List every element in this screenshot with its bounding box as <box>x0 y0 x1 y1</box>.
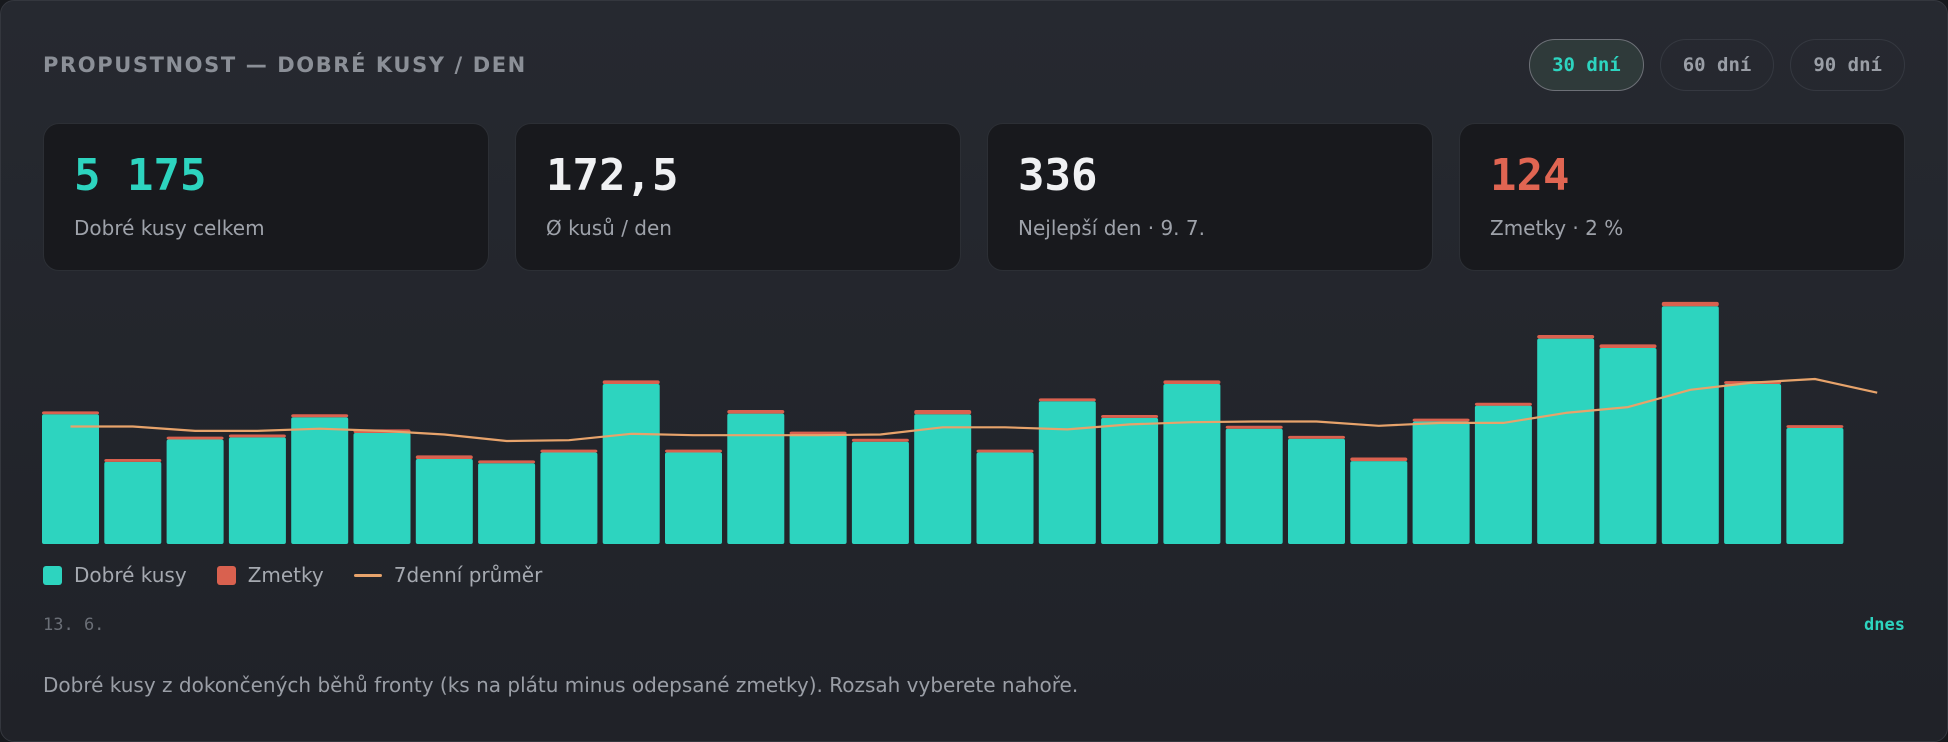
range-60-button[interactable]: 60 dní <box>1659 39 1775 91</box>
stat-total-good-label: Dobré kusy celkem <box>74 216 265 240</box>
range-90-button[interactable]: 90 dní <box>1790 39 1905 91</box>
x-axis-end-label: dnes <box>1864 615 1905 635</box>
stat-scrap: 124 Zmetky · 2 % <box>1459 123 1905 271</box>
stat-best-day-value: 336 <box>1018 150 1098 201</box>
stat-scrap-value: 124 <box>1490 150 1570 201</box>
chart-legend: Dobré kusy Zmetky 7denní průměr <box>43 563 572 587</box>
stat-total-good: 5 175 Dobré kusy celkem <box>43 123 489 271</box>
stat-total-good-value: 5 175 <box>74 150 207 201</box>
legend-scrap: Zmetky <box>216 563 324 587</box>
legend-good-label: Dobré kusy <box>74 563 187 587</box>
legend-scrap-label: Zmetky <box>247 563 324 587</box>
stat-best-day-label: Nejlepší den · 9. 7. <box>1018 216 1205 240</box>
stat-average-value: 172,5 <box>546 150 679 201</box>
stat-best-day: 336 Nejlepší den · 9. 7. <box>987 123 1433 271</box>
stat-average-label: Ø kusů / den <box>546 216 672 240</box>
range-30-button[interactable]: 30 dní <box>1529 39 1644 91</box>
card-title: PROPUSTNOST — DOBRÉ KUSY / DEN <box>43 53 527 77</box>
legend-avg: 7denní průměr <box>353 563 543 587</box>
stat-average: 172,5 Ø kusů / den <box>515 123 961 271</box>
legend-scrap-swatch <box>216 565 236 585</box>
range-selector: 30 dní 60 dní 90 dní <box>1529 39 1905 91</box>
stat-scrap-label: Zmetky · 2 % <box>1490 216 1624 240</box>
chart-footnote: Dobré kusy z dokončených běhů fronty (ks… <box>43 673 1079 697</box>
legend-avg-swatch <box>353 573 382 577</box>
legend-good: Dobré kusy <box>43 563 187 587</box>
legend-good-swatch <box>43 565 62 585</box>
legend-avg-label: 7denní průměr <box>393 563 543 587</box>
x-axis-start-label: 13. 6. <box>43 615 105 635</box>
